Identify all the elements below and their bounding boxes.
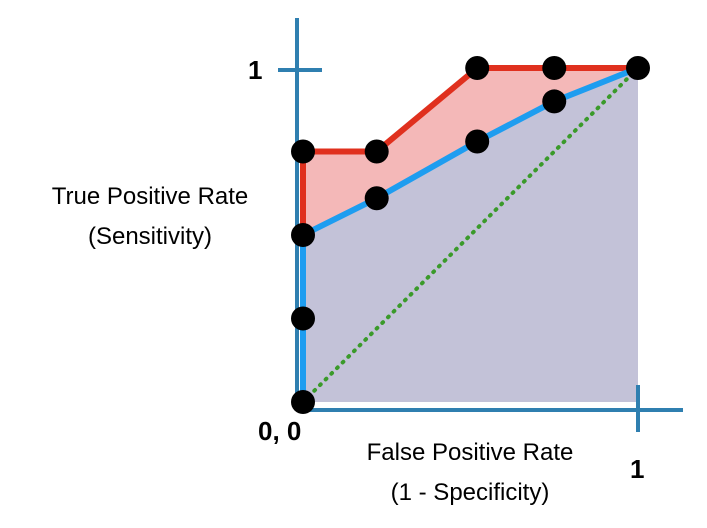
point-layer — [291, 56, 650, 414]
data-point — [291, 306, 315, 331]
y-one-label: 1 — [248, 55, 262, 85]
data-point — [542, 89, 567, 114]
data-point — [291, 390, 315, 414]
data-point — [291, 139, 315, 164]
data-point — [465, 56, 490, 80]
series-1-line — [300, 65, 641, 405]
y-axis-title-line-2: (Sensitivity) — [88, 223, 212, 250]
data-point — [291, 223, 315, 247]
series-2-line — [300, 65, 641, 405]
data-point — [364, 186, 389, 211]
data-point — [364, 139, 389, 164]
x-axis-title-line-2: (1 - Specificity) — [391, 479, 550, 506]
axes-layer — [278, 18, 683, 432]
y-axis-title-line-1: True Positive Rate — [52, 183, 249, 210]
data-point — [542, 56, 567, 80]
origin-label: 0, 0 — [258, 416, 301, 446]
x-one-label: 1 — [630, 454, 644, 484]
x-axis-title-line-1: False Positive Rate — [367, 439, 574, 466]
curve-layer — [300, 65, 641, 405]
reference-layer — [301, 66, 640, 404]
data-point — [626, 56, 650, 80]
data-point — [465, 129, 490, 154]
chance-reference-line — [301, 66, 640, 404]
